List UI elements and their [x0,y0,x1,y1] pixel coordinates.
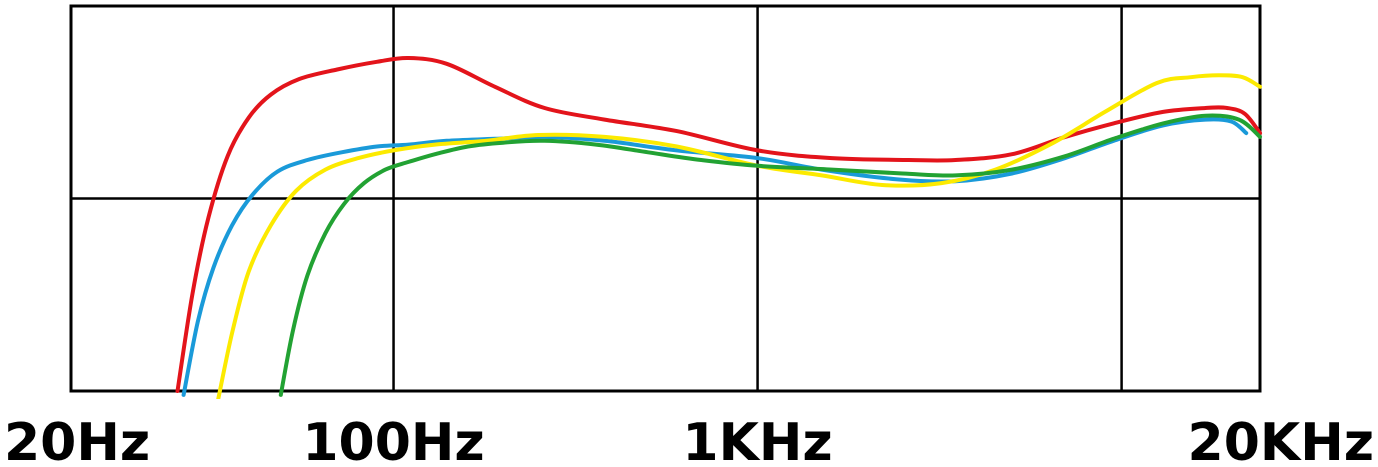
x-axis-tick-labels: 20Hz 100Hz 1KHz 20KHz [4,413,1374,467]
x-tick-label-2: 1KHz [682,413,832,467]
x-tick-label-1: 100Hz [302,413,484,467]
response-curve-2 [216,73,1262,399]
plot-area [69,4,1262,393]
response-curves [175,55,1262,399]
plot-frame [69,4,1262,393]
x-tick-label-0: 20Hz [4,413,150,467]
response-curve-0 [175,55,1262,393]
x-tick-label-3: 20KHz [1188,413,1374,467]
response-curve-3 [278,113,1262,397]
